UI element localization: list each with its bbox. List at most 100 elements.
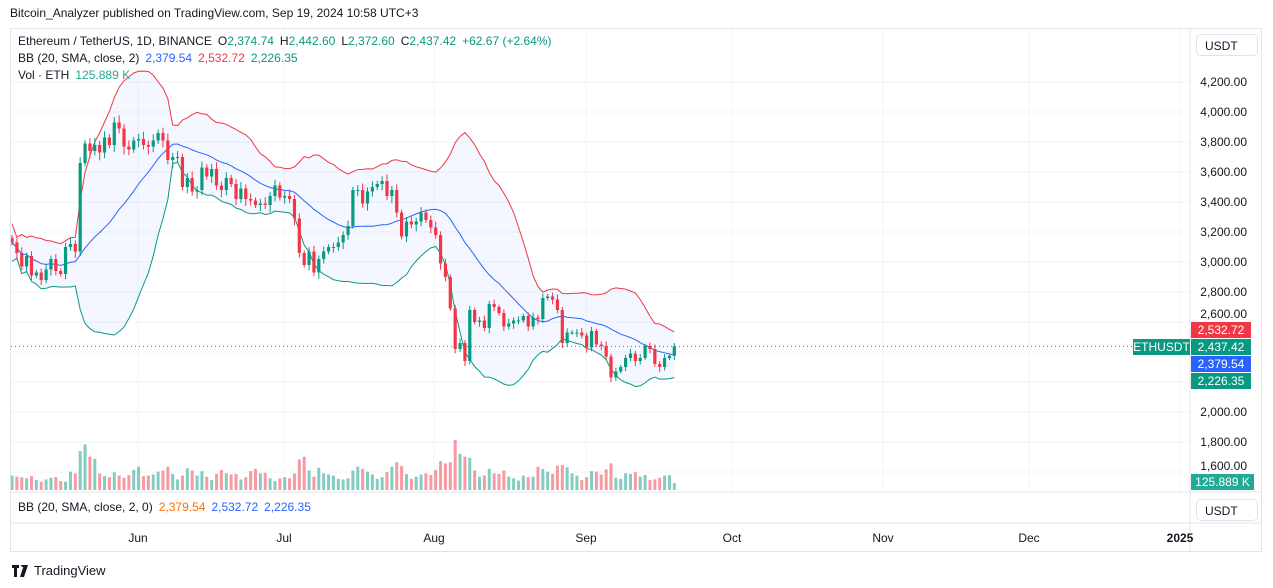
volume-bar [151, 474, 155, 490]
candle [54, 254, 58, 276]
candle-body [580, 332, 584, 336]
candle [658, 361, 662, 372]
volume-bar [224, 473, 228, 490]
candle-body [229, 178, 233, 184]
candle-body [438, 235, 443, 264]
candle-body [575, 332, 579, 334]
candle-body [365, 191, 370, 204]
bb-upper-value: 2,532.72 [198, 51, 245, 65]
lower-currency-button[interactable]: USDT [1196, 499, 1258, 521]
volume-bar [59, 481, 63, 490]
candle-body [63, 247, 68, 274]
volume-bar [385, 472, 389, 490]
price-tick-label: 1,600.00 [1200, 459, 1247, 473]
tradingview-logo[interactable]: TradingView [12, 563, 106, 578]
candle [49, 255, 53, 276]
candle [161, 127, 165, 148]
volume-bar [141, 476, 145, 490]
candle [258, 198, 262, 212]
candle-body [190, 178, 194, 192]
high-value: 2,442.60 [288, 34, 336, 48]
candle-body [434, 227, 438, 235]
volume-bar [628, 473, 632, 490]
symbol-badge: ETHUSDT [1133, 339, 1190, 355]
candle [20, 247, 24, 271]
candle [326, 244, 331, 255]
volume-bar [404, 473, 408, 490]
candle [336, 236, 340, 251]
volume-bar [521, 475, 525, 490]
bb-lower-line [11, 161, 675, 388]
candle-body [268, 196, 272, 205]
candle [224, 172, 228, 196]
candle [502, 309, 506, 332]
candle-body [463, 343, 467, 361]
candle-body [429, 220, 433, 228]
candle [492, 299, 496, 312]
candle-body [614, 371, 618, 378]
currency-button[interactable]: USDT [1196, 34, 1258, 56]
candle-body [239, 188, 243, 199]
volume-bar [93, 458, 97, 490]
candle [312, 245, 316, 277]
volume-bar [507, 476, 511, 490]
volume-bar [176, 479, 180, 490]
volume-bar [487, 468, 491, 490]
candle-body [249, 199, 253, 201]
volume-bar [463, 456, 467, 490]
candle [609, 353, 613, 383]
symbol-legend[interactable]: Ethereum / TetherUS, 1D, BINANCE O2,374.7… [18, 34, 558, 48]
volume-bar [590, 471, 594, 490]
volume-bar [254, 468, 257, 490]
volume-bar [107, 477, 111, 490]
volume-bar [288, 478, 292, 490]
candle-body [448, 277, 452, 309]
time-tick-label: Jun [128, 531, 148, 545]
candle-body [477, 320, 482, 322]
time-tick-label: Oct [722, 531, 742, 545]
volume-bar [171, 473, 175, 490]
candle [516, 316, 521, 325]
candle [244, 184, 248, 207]
candle [599, 341, 603, 351]
candle-body [594, 331, 598, 345]
candle [322, 246, 326, 264]
volume-bar [117, 475, 121, 490]
candle [604, 341, 608, 360]
volume-bar [292, 473, 296, 490]
candle-body [29, 256, 34, 276]
volume-bar [307, 470, 311, 490]
volume-bar [502, 470, 506, 490]
volume-bar [215, 473, 219, 490]
candle [438, 231, 443, 270]
candle-body [219, 185, 224, 190]
candle-body [83, 143, 87, 163]
candle [210, 164, 214, 183]
candle-body [633, 353, 637, 361]
candle [521, 313, 525, 323]
candle [253, 197, 258, 209]
volume-bar [25, 478, 29, 490]
price-tick-label: 2,000.00 [1200, 405, 1247, 419]
candle [624, 354, 628, 372]
candle [385, 174, 389, 201]
price-tick-label: 1,800.00 [1200, 435, 1247, 449]
candle [555, 294, 560, 314]
candle-body [516, 320, 521, 322]
volume-bar [229, 474, 233, 490]
volume-bar [249, 471, 253, 490]
candle-body [171, 157, 175, 160]
lower-bb-legend[interactable]: BB (20, SMA, close, 2, 0) 2,379.54 2,532.7… [18, 500, 317, 514]
volume-bar [44, 479, 48, 490]
candle [190, 171, 194, 196]
bb-legend[interactable]: BB (20, SMA, close, 2) 2,379.54 2,532.72 2,… [18, 51, 304, 65]
candle-body [283, 196, 287, 198]
volume-bar [526, 477, 530, 490]
candle [317, 255, 321, 279]
volume-bar [643, 475, 647, 490]
volume-legend[interactable]: Vol · ETH 125.889 K [18, 68, 136, 82]
volume-bar [638, 476, 642, 490]
candle [34, 269, 38, 279]
candle-body [278, 185, 282, 198]
